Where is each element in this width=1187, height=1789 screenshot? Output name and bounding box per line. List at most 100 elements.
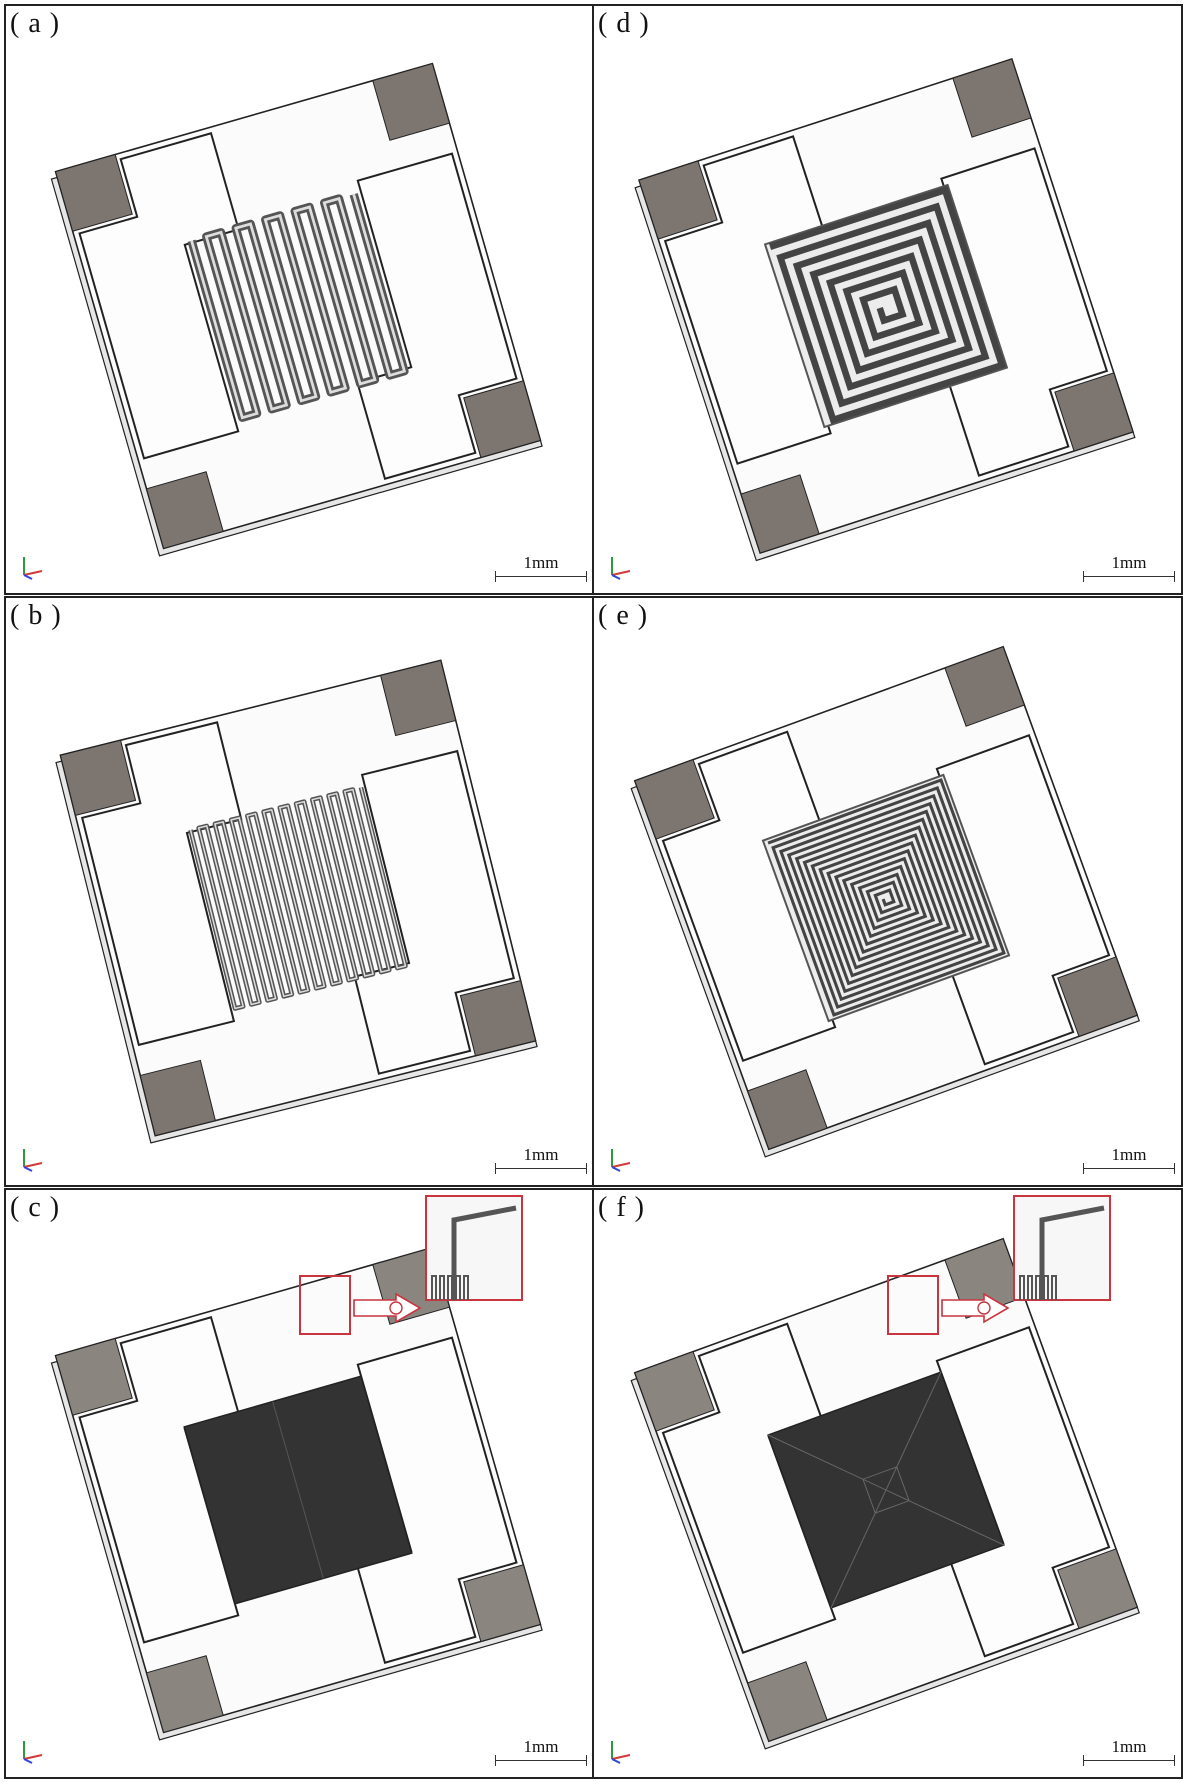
panel-label: ( d ) (598, 8, 650, 39)
zoom-inset-detail (1019, 1205, 1105, 1300)
axis-triad-icon (606, 1143, 636, 1173)
meander-trace-core (190, 193, 407, 420)
heater-diagram-d (634, 58, 1136, 562)
panel-a: ( a ) 1mm (4, 4, 595, 595)
heater-diagram-f (630, 1195, 1141, 1750)
contact-pad (1054, 372, 1134, 452)
meander-trace-core (189, 787, 407, 1010)
heater-pattern (183, 1375, 413, 1605)
contact-pad (54, 1337, 133, 1416)
contact-pad (1057, 956, 1138, 1037)
scale-text: 1mm (1111, 1145, 1147, 1164)
contact-pad (139, 1059, 217, 1137)
panel-label: ( c ) (10, 1192, 61, 1223)
inset-line (463, 1275, 469, 1300)
contact-pad (747, 1661, 828, 1742)
panel-e: ( e ) 1mm (592, 596, 1183, 1187)
axis-triad-icon (18, 1735, 48, 1765)
chip (50, 62, 543, 557)
axis-triad-icon (606, 551, 636, 581)
heater-pattern (767, 1371, 1005, 1609)
contact-pad (1057, 1548, 1138, 1629)
scale-bar: 1mm (1083, 553, 1175, 583)
panel-label: ( a ) (10, 8, 61, 39)
inset-trace (1039, 1205, 1105, 1300)
heater-pattern (188, 786, 408, 1011)
panel-label: ( e ) (598, 600, 649, 631)
heater-pattern (187, 193, 409, 422)
contact-pad (463, 1564, 542, 1643)
heater-diagram-b (55, 659, 538, 1144)
contact-pad (59, 739, 137, 817)
inset-line (1051, 1275, 1057, 1300)
contact-pad (634, 759, 715, 840)
magnifier-icon (977, 1301, 991, 1315)
contact-pad (638, 160, 718, 240)
scale-bar: 1mm (495, 1145, 587, 1175)
scale-text: 1mm (1111, 1737, 1147, 1756)
panel-b: ( b ) 1mm (4, 596, 595, 1187)
contact-pad (145, 1655, 224, 1734)
inset-trace (451, 1205, 517, 1300)
spiral-trace (767, 778, 1006, 1017)
zoom-inset (1013, 1195, 1111, 1301)
inset-line (1035, 1275, 1041, 1300)
inset-line (455, 1275, 461, 1300)
contact-pad (145, 471, 224, 550)
spiral-trace (769, 185, 1007, 425)
heater-diagram-c (50, 1195, 543, 1741)
axis-triad-icon (18, 1143, 48, 1173)
heater-diagram-e (630, 645, 1141, 1158)
contact-pad (372, 62, 451, 141)
panel-label: ( f ) (598, 1192, 645, 1223)
zoom-arrow-icon (941, 1292, 1010, 1324)
heater-pattern (763, 183, 1009, 429)
inset-line (447, 1275, 453, 1300)
inset-line (1043, 1275, 1049, 1300)
contact-pad (459, 979, 537, 1057)
chip (630, 1237, 1141, 1750)
contact-pad (463, 380, 542, 459)
inset-line (439, 1275, 445, 1300)
panel-f: ( f ) 1mm (592, 1188, 1183, 1779)
scale-bar: 1mm (495, 1737, 587, 1767)
contact-pad (944, 646, 1025, 727)
scale-bar: 1mm (495, 553, 587, 583)
contact-pad (740, 474, 820, 554)
scale-text: 1mm (523, 1145, 559, 1164)
heater-diagram-a (50, 62, 543, 557)
panel-c: ( c ) 1mm (4, 1188, 595, 1779)
chip (55, 659, 538, 1144)
scale-text: 1mm (523, 553, 559, 572)
inset-line (1019, 1275, 1025, 1300)
magnifier-icon (389, 1301, 403, 1315)
chip (634, 58, 1136, 562)
meander-divider (272, 1401, 324, 1579)
scale-text: 1mm (523, 1737, 559, 1756)
inset-line (1027, 1275, 1033, 1300)
zoom-inset-detail (431, 1205, 517, 1300)
zoom-arrow-icon (353, 1292, 422, 1324)
contact-pad (54, 153, 133, 232)
contact-pad (634, 1351, 715, 1432)
scale-text: 1mm (1111, 553, 1147, 572)
inset-line (431, 1275, 437, 1300)
chip (630, 645, 1141, 1158)
axis-triad-icon (606, 1735, 636, 1765)
zoom-inset (425, 1195, 523, 1301)
spiral-core (862, 1466, 910, 1514)
chip (50, 1246, 543, 1741)
contact-pad (952, 58, 1032, 138)
scale-bar: 1mm (1083, 1737, 1175, 1767)
zoom-box (299, 1275, 351, 1335)
scale-bar: 1mm (1083, 1145, 1175, 1175)
zoom-box (887, 1275, 939, 1335)
panel-label: ( b ) (10, 600, 62, 631)
spiral-diagonals (767, 1371, 1005, 1609)
contact-pad (747, 1069, 828, 1150)
panel-d: ( d ) 1mm (592, 4, 1183, 595)
heater-pattern (761, 773, 1011, 1023)
contact-pad (379, 659, 457, 737)
axis-triad-icon (18, 551, 48, 581)
